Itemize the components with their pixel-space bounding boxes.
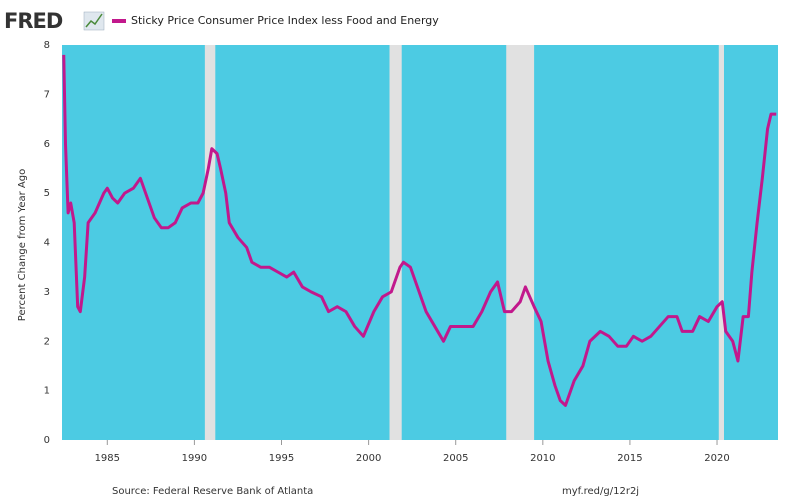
recession-band bbox=[389, 45, 402, 440]
plot-background bbox=[62, 45, 778, 440]
recession-band bbox=[718, 45, 724, 440]
y-tick-label: 8 bbox=[44, 40, 50, 51]
y-tick-label: 1 bbox=[44, 386, 50, 397]
y-tick-label: 3 bbox=[44, 287, 50, 298]
x-tick-label: 2015 bbox=[617, 453, 642, 464]
logo: FRED bbox=[4, 9, 63, 33]
recession-band bbox=[204, 45, 216, 440]
y-tick-label: 7 bbox=[44, 89, 50, 100]
y-tick-label: 0 bbox=[44, 435, 50, 446]
x-tick-label: 1985 bbox=[95, 453, 120, 464]
x-tick-label: 1995 bbox=[269, 453, 294, 464]
x-tick-label: 1990 bbox=[182, 453, 207, 464]
logo-icon bbox=[83, 11, 105, 31]
y-tick-label: 4 bbox=[44, 238, 50, 249]
x-tick-label: 2005 bbox=[443, 453, 468, 464]
recession-band bbox=[506, 45, 535, 440]
y-tick-label: 5 bbox=[44, 188, 50, 199]
legend-label: Sticky Price Consumer Price Index less F… bbox=[131, 14, 439, 27]
x-tick-label: 2020 bbox=[704, 453, 729, 464]
y-axis-label: Percent Change from Year Ago bbox=[17, 169, 28, 321]
source: Source: Federal Reserve Bank of Atlanta bbox=[112, 486, 313, 497]
x-tick-label: 2010 bbox=[530, 453, 555, 464]
y-tick-label: 2 bbox=[44, 336, 50, 347]
series-line bbox=[62, 54, 777, 407]
y-tick-label: 6 bbox=[44, 139, 50, 150]
link: myf.red/g/12r2j bbox=[562, 486, 639, 497]
x-tick-label: 2000 bbox=[356, 453, 381, 464]
